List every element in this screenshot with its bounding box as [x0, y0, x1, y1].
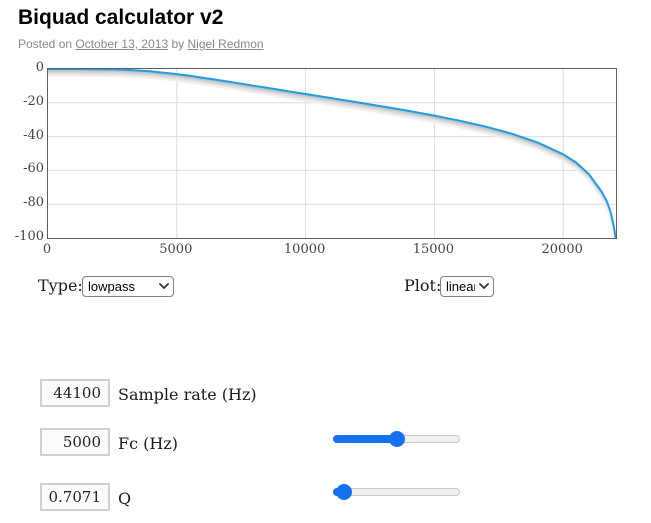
sample-rate-label: Sample rate (Hz) [118, 385, 257, 404]
y-tick-label: -20 [23, 93, 44, 109]
trace-shadow [48, 71, 616, 238]
trace-shadow [48, 69, 616, 238]
trace-shadow [48, 74, 616, 238]
plot-scale-select-control[interactable]: linear [440, 276, 494, 297]
x-tick-label: 15000 [412, 242, 455, 257]
q-input[interactable] [40, 483, 110, 511]
x-tick-label: 10000 [283, 242, 326, 257]
fc-slider-fill [333, 435, 397, 443]
posted-on-text: Posted on [18, 37, 73, 51]
type-label: Type: [38, 276, 83, 295]
fc-input[interactable] [40, 428, 110, 456]
post-date-link[interactable]: October 13, 2013 [75, 37, 169, 51]
x-tick-label: 5000 [159, 242, 193, 257]
response-curve [48, 69, 616, 238]
y-tick-label: -40 [23, 127, 44, 143]
by-text: by [171, 37, 185, 51]
q-slider-track[interactable] [333, 488, 460, 496]
q-slider-thumb[interactable] [336, 484, 353, 500]
q-slider[interactable] [333, 484, 460, 500]
plot-scale-select[interactable]: linear [440, 276, 494, 297]
fc-slider-thumb[interactable] [388, 431, 405, 447]
response-curve-canvas [48, 69, 616, 238]
plot-label: Plot: [404, 276, 442, 295]
y-tick-label: -100 [14, 229, 44, 244]
post-meta: Posted on October 13, 2013 by Nigel Redm… [18, 37, 264, 51]
sample-rate-input[interactable] [40, 379, 110, 407]
page-title: Biquad calculator v2 [18, 6, 224, 29]
fc-slider[interactable] [333, 431, 460, 447]
y-tick-label: -60 [23, 161, 44, 177]
fc-label: Fc (Hz) [118, 434, 179, 453]
y-tick-label: 0 [35, 60, 44, 75]
q-label: Q [118, 489, 132, 508]
type-select-control[interactable]: lowpass [82, 276, 174, 297]
frequency-response-plot [47, 68, 617, 239]
author-link[interactable]: Nigel Redmon [187, 37, 264, 51]
x-tick-label: 0 [42, 242, 52, 257]
trace-shadow [48, 73, 616, 238]
x-tick-label: 20000 [541, 242, 583, 257]
type-select[interactable]: lowpass [82, 276, 174, 297]
y-tick-label: -80 [23, 195, 44, 211]
